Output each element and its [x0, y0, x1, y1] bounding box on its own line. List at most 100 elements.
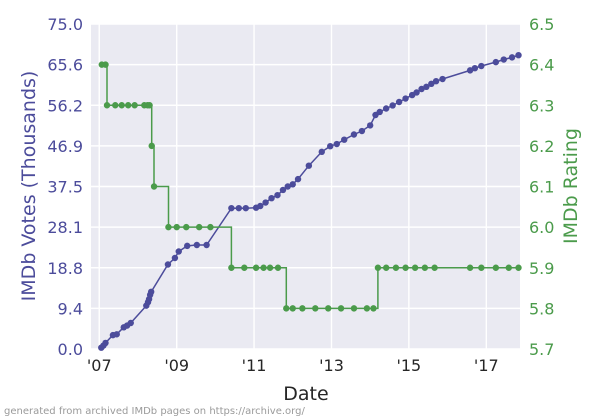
votes-point	[127, 319, 134, 327]
left-axis-ticks: 0.0 9.4 18.8 28.1 37.5 46.9 56.2 65.6 75.0	[47, 15, 83, 359]
votes-point	[327, 143, 334, 150]
votes-point	[341, 136, 348, 143]
votes-point	[289, 181, 296, 188]
rating-point	[252, 264, 260, 271]
votes-point	[284, 183, 291, 190]
votes-point	[515, 52, 522, 59]
rating-point	[431, 264, 438, 271]
rating-point	[112, 102, 119, 109]
rating-series	[98, 61, 522, 312]
left-tick-label: 65.6	[47, 56, 83, 75]
rating-point	[118, 102, 125, 109]
votes-series	[98, 52, 522, 351]
right-tick-label: 6.0	[529, 218, 554, 237]
rating-point	[274, 264, 282, 271]
votes-point	[418, 85, 425, 93]
rating-point	[466, 264, 474, 271]
votes-point	[376, 108, 383, 116]
votes-point	[366, 122, 374, 129]
votes-point	[492, 58, 500, 66]
votes-point	[193, 241, 201, 249]
votes-point	[500, 56, 507, 63]
votes-point	[423, 83, 430, 91]
votes-point	[439, 75, 446, 83]
right-tick-label: 6.2	[529, 137, 554, 156]
left-tick-label: 56.2	[47, 96, 83, 115]
rating-point	[146, 102, 153, 109]
votes-point	[113, 331, 120, 338]
votes-point	[102, 339, 109, 347]
votes-point	[305, 162, 313, 169]
rating-point	[148, 142, 155, 150]
rating-point	[266, 264, 274, 271]
x-tick-label: '07	[87, 356, 112, 375]
left-tick-label: 28.1	[47, 218, 83, 237]
x-axis-ticks: '07 '09 '11 '13 '15 '17	[87, 356, 499, 375]
x-axis-label: Date	[283, 383, 328, 405]
rating-point	[370, 305, 377, 312]
rating-point	[131, 102, 138, 109]
rating-point	[228, 264, 235, 271]
left-axis-label: IMDb Votes (Thousands)	[18, 71, 40, 302]
rating-point	[102, 61, 109, 68]
votes-point	[466, 67, 474, 74]
rating-point	[312, 305, 319, 312]
votes-point	[175, 248, 182, 255]
x-tick-label: '17	[474, 356, 499, 375]
rating-point	[241, 264, 248, 271]
rating-point	[478, 264, 485, 271]
votes-point	[274, 191, 281, 199]
left-tick-label: 46.9	[47, 137, 83, 156]
right-tick-label: 6.3	[529, 96, 554, 115]
left-tick-label: 75.0	[47, 15, 83, 34]
rating-point	[363, 305, 371, 312]
right-axis-label: IMDb Rating	[560, 128, 582, 244]
right-tick-label: 5.9	[529, 259, 554, 278]
rating-point	[103, 102, 111, 109]
rating-point	[173, 223, 180, 231]
left-tick-label: 9.4	[58, 299, 83, 318]
votes-point	[413, 89, 420, 96]
left-tick-label: 0.0	[58, 340, 83, 359]
votes-point	[294, 175, 302, 183]
votes-point	[478, 62, 485, 70]
rating-point	[515, 264, 522, 271]
rating-point	[289, 305, 296, 312]
votes-point	[268, 195, 275, 202]
votes-point	[350, 131, 358, 138]
right-tick-label: 5.8	[529, 299, 554, 318]
rating-point	[392, 264, 400, 271]
rating-point	[374, 264, 382, 271]
right-tick-label: 5.7	[529, 340, 554, 359]
rating-point	[124, 102, 132, 109]
votes-point	[428, 80, 435, 88]
source-credit: generated from archived IMDb pages on ht…	[4, 406, 305, 417]
votes-point	[242, 204, 249, 212]
gridlines	[91, 23, 520, 350]
rating-point	[165, 223, 172, 231]
left-tick-label: 18.8	[47, 259, 83, 278]
votes-point	[279, 186, 287, 194]
rating-point	[505, 264, 512, 271]
rating-point	[402, 264, 409, 271]
right-axis-ticks: 5.7 5.8 5.9 6.0 6.1 6.2 6.3 6.4 6.5	[529, 15, 554, 359]
votes-point	[147, 288, 155, 295]
votes-point	[318, 148, 325, 156]
votes-point	[262, 199, 269, 206]
right-tick-label: 6.5	[529, 15, 554, 34]
rating-point	[382, 264, 390, 271]
x-tick-label: '09	[164, 356, 189, 375]
votes-point	[382, 105, 390, 112]
rating-point	[195, 223, 203, 231]
votes-point	[257, 202, 264, 210]
left-tick-label: 37.5	[47, 178, 83, 197]
rating-point	[183, 223, 190, 231]
votes-point	[471, 65, 479, 72]
votes-point	[358, 127, 366, 135]
votes-point	[508, 54, 516, 61]
votes-point	[333, 140, 341, 148]
votes-point	[164, 261, 172, 268]
votes-point	[184, 242, 191, 250]
rating-point	[283, 305, 290, 312]
